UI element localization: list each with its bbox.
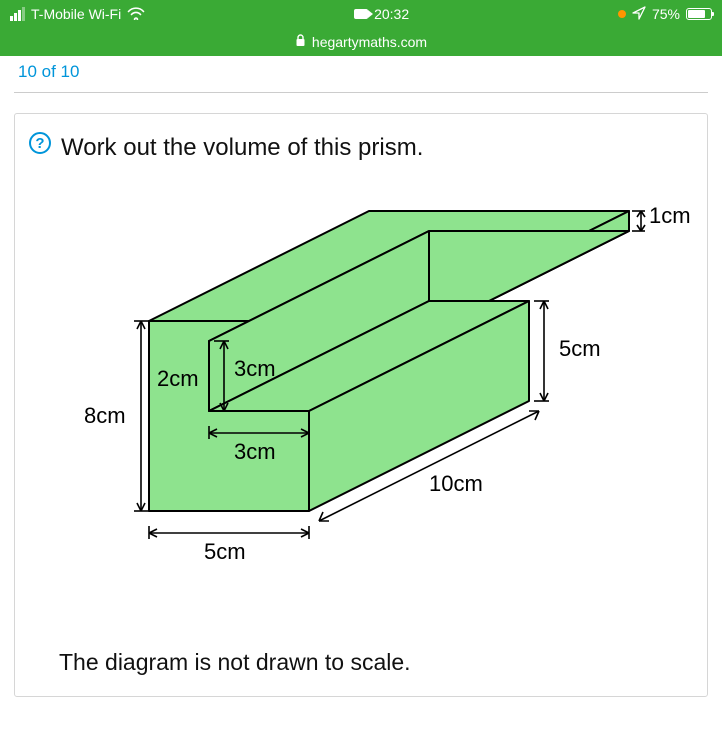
camera-icon (354, 9, 368, 19)
label-8cm: 8cm (84, 403, 126, 429)
question-progress: 10 of 10 (14, 56, 708, 92)
status-left: T-Mobile Wi-Fi (10, 6, 145, 23)
wifi-icon (127, 6, 145, 23)
label-3cm-gap: 3cm (234, 356, 276, 382)
prism-svg (29, 181, 689, 641)
label-5cm: 5cm (204, 539, 246, 565)
question-mark-icon: ? (29, 132, 51, 154)
battery-pct-label: 75% (652, 6, 680, 22)
signal-bars-icon (10, 7, 25, 21)
status-bar: T-Mobile Wi-Fi 20:32 75% (0, 0, 722, 28)
location-icon (632, 6, 646, 23)
divider (14, 92, 708, 93)
question-text: Work out the volume of this prism. (61, 132, 423, 163)
status-center: 20:32 (354, 6, 409, 22)
label-3cm-step: 3cm (234, 439, 276, 465)
page-content: 10 of 10 ? Work out the volume of this p… (0, 56, 722, 748)
diagram-note: The diagram is not drawn to scale. (29, 649, 693, 676)
lock-icon (295, 34, 306, 50)
carrier-label: T-Mobile Wi-Fi (31, 6, 121, 22)
label-5cm-right: 5cm (559, 336, 601, 362)
battery-icon (686, 8, 712, 20)
browser-nav-bar: hegartymaths.com (0, 28, 722, 56)
label-2cm: 2cm (157, 366, 199, 392)
label-1cm: 1cm (649, 203, 691, 229)
prism-diagram: 8cm 5cm 3cm 3cm 2cm 10cm 5cm 1cm (29, 181, 693, 641)
recording-dot-icon (618, 10, 626, 18)
clock-label: 20:32 (374, 6, 409, 22)
status-right: 75% (618, 6, 712, 23)
battery-fill (688, 10, 705, 18)
label-10cm: 10cm (429, 471, 483, 497)
question-row: ? Work out the volume of this prism. (29, 132, 693, 163)
question-card: ? Work out the volume of this prism. (14, 113, 708, 697)
url-domain[interactable]: hegartymaths.com (312, 34, 427, 50)
